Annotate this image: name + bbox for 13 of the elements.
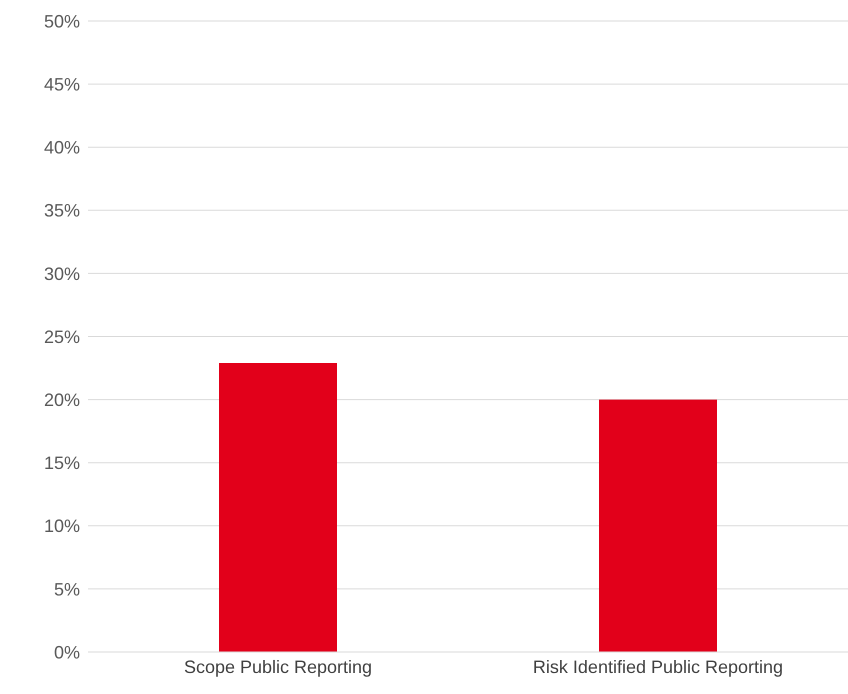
y-tick-label: 15%: [44, 453, 80, 474]
y-tick-label: 0%: [54, 642, 80, 662]
y-tick-label: 50%: [44, 11, 80, 32]
y-tick-label: 30%: [44, 264, 80, 284]
y-tick-label: 5%: [54, 579, 80, 600]
y-tick-label: 20%: [44, 390, 80, 410]
y-tick-label: 25%: [44, 326, 80, 347]
y-tick-label: 40%: [44, 138, 80, 158]
y-tick-label: 10%: [44, 516, 80, 536]
x-tick-label: Risk Identified Public Reporting: [532, 656, 784, 677]
y-tick-label: 35%: [44, 200, 80, 221]
y-tick-label: 45%: [44, 74, 80, 94]
x-tick-label: Scope Public Reporting: [184, 656, 372, 677]
